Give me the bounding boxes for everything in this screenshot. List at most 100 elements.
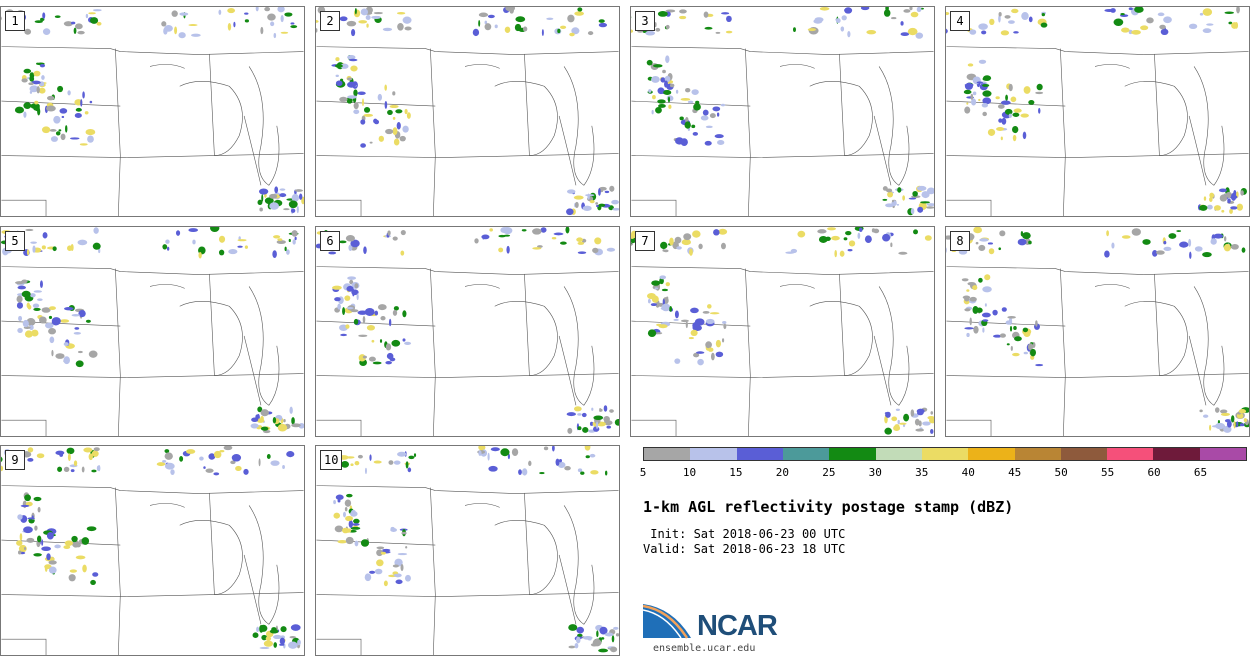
reflectivity-echo	[362, 316, 366, 324]
colorbar-tick-label: 65	[1193, 466, 1208, 479]
reflectivity-echo	[930, 411, 934, 415]
reflectivity-echo	[291, 417, 295, 425]
boundary-line	[1, 320, 121, 327]
reflectivity-echo	[902, 195, 906, 201]
reflectivity-echo	[88, 12, 96, 15]
boundary-line	[430, 48, 436, 216]
reflectivity-echo	[866, 29, 877, 35]
reflectivity-echo	[858, 227, 863, 232]
reflectivity-echo	[179, 12, 189, 16]
reflectivity-echo	[532, 247, 542, 250]
reflectivity-echo	[587, 31, 594, 36]
reflectivity-echo	[75, 107, 82, 112]
reflectivity-echo	[553, 232, 564, 236]
reflectivity-echo	[353, 102, 359, 110]
reflectivity-map	[946, 227, 1249, 436]
reflectivity-echo	[1179, 241, 1189, 248]
reflectivity-echo	[259, 207, 263, 212]
reflectivity-echo	[261, 194, 264, 202]
reflectivity-echo	[374, 310, 379, 316]
reflectivity-echo	[1243, 418, 1248, 423]
reflectivity-echo	[1188, 23, 1198, 29]
reflectivity-echo	[36, 453, 45, 459]
reflectivity-echo	[49, 129, 57, 132]
boundary-line	[878, 66, 910, 186]
reflectivity-echo	[987, 242, 993, 245]
reflectivity-echo	[488, 465, 498, 472]
reflectivity-echo	[1036, 83, 1043, 91]
reflectivity-echo	[34, 104, 40, 112]
reflectivity-echo	[332, 285, 342, 290]
reflectivity-echo	[294, 189, 304, 192]
reflectivity-echo	[406, 112, 411, 119]
reflectivity-echo	[1202, 251, 1212, 258]
reflectivity-echo	[188, 24, 198, 27]
reflectivity-echo	[566, 208, 574, 216]
colorbar-segment	[968, 448, 1015, 460]
reflectivity-echo	[268, 634, 273, 637]
reflectivity-echo	[164, 452, 173, 460]
reflectivity-echo	[91, 469, 97, 473]
reflectivity-echo	[382, 548, 391, 552]
boundary-line	[1, 46, 304, 55]
reflectivity-echo	[1041, 13, 1046, 17]
boundary-line	[524, 54, 530, 156]
postage-stamp-panel: 2	[315, 6, 620, 217]
reflectivity-echo	[898, 251, 908, 255]
reflectivity-echo	[384, 101, 388, 109]
reflectivity-echo	[831, 235, 840, 241]
reflectivity-echo	[376, 549, 383, 557]
reflectivity-echo	[364, 573, 372, 582]
reflectivity-echo	[574, 643, 579, 649]
reflectivity-echo	[834, 249, 837, 258]
reflectivity-echo	[346, 307, 354, 310]
reflectivity-echo	[577, 468, 583, 473]
reflectivity-echo	[31, 80, 41, 85]
reflectivity-echo	[397, 451, 407, 457]
reflectivity-echo	[52, 246, 57, 252]
boundary-line	[631, 373, 934, 378]
reflectivity-echo	[1219, 194, 1228, 202]
reflectivity-echo	[369, 141, 373, 144]
reflectivity-echo	[1035, 320, 1038, 327]
reflectivity-echo	[1218, 188, 1227, 193]
reflectivity-echo	[205, 468, 214, 473]
reflectivity-echo	[573, 406, 582, 412]
reflectivity-echo	[1234, 22, 1239, 29]
reflectivity-echo	[900, 21, 904, 26]
reflectivity-echo	[1224, 11, 1234, 15]
reflectivity-echo	[261, 634, 268, 641]
reflectivity-echo	[31, 329, 39, 337]
reflectivity-echo	[716, 112, 720, 117]
reflectivity-echo	[487, 14, 495, 19]
boundary-line	[631, 199, 677, 216]
boundary-line	[1188, 115, 1207, 186]
reflectivity-echo	[975, 241, 979, 245]
reflectivity-echo	[592, 638, 602, 647]
reflectivity-echo	[669, 237, 674, 246]
reflectivity-echo	[280, 15, 284, 23]
reflectivity-echo	[259, 624, 264, 633]
boundary-line	[563, 66, 595, 186]
reflectivity-echo	[165, 239, 170, 244]
reflectivity-echo	[397, 552, 408, 556]
reflectivity-echo	[1001, 307, 1007, 312]
reflectivity-echo	[74, 327, 80, 330]
reflectivity-echo	[297, 639, 301, 646]
boundary-line	[839, 54, 845, 156]
reflectivity-echo	[24, 494, 31, 502]
reflectivity-echo	[404, 108, 408, 115]
boundary-line	[149, 64, 185, 69]
reflectivity-echo	[342, 511, 346, 518]
reflectivity-echo	[567, 14, 575, 23]
reflectivity-echo	[515, 16, 526, 23]
reflectivity-echo	[1106, 230, 1109, 237]
boundary-line	[631, 419, 677, 436]
colorbar-segment	[1060, 448, 1108, 460]
reflectivity-echo	[857, 232, 861, 239]
reflectivity-echo	[665, 24, 670, 30]
reflectivity-echo	[818, 236, 828, 243]
reflectivity-echo	[243, 468, 249, 475]
reflectivity-echo	[982, 97, 992, 105]
reflectivity-echo	[690, 329, 698, 337]
